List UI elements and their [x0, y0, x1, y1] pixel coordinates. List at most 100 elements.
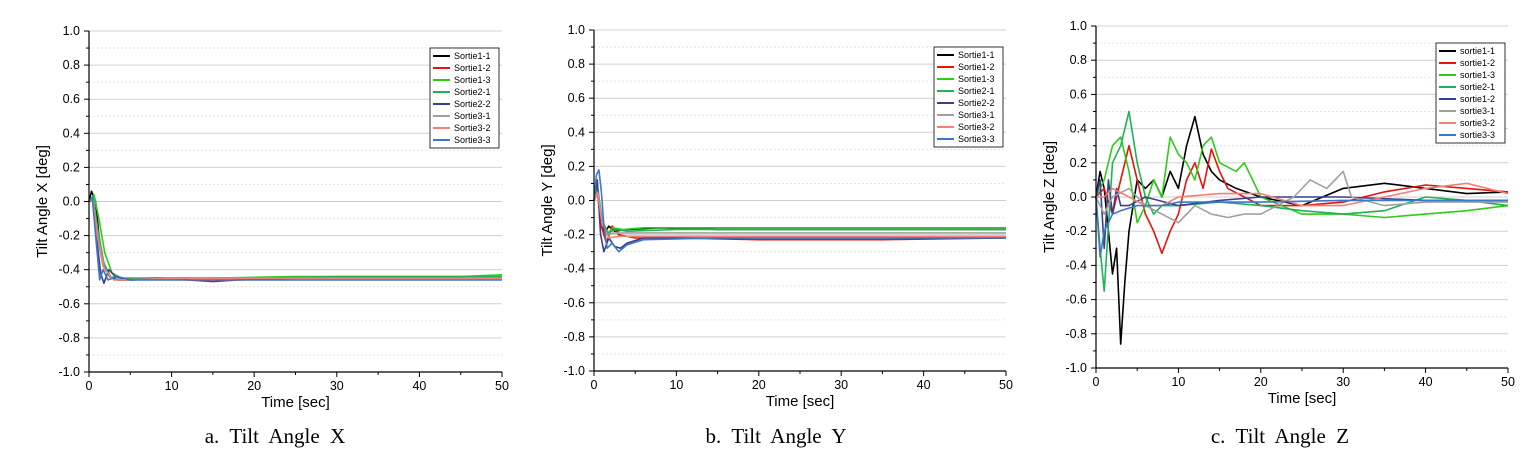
series-line-sortie1-3 [593, 186, 1006, 236]
y-tick-label: -1.0 [58, 365, 80, 379]
y-tick-label: 0.0 [568, 194, 585, 208]
y-tick-label: -1.0 [1065, 361, 1087, 375]
y-tick-label: 1.0 [63, 24, 80, 38]
series-line-sortie3-2 [1096, 182, 1509, 207]
y-tick-label: -0.6 [1065, 293, 1087, 307]
x-tick-label: 10 [165, 379, 179, 393]
y-tick-label: 0.8 [1070, 53, 1087, 67]
series-line-sortie3-3 [1095, 196, 1508, 258]
tilt-angle-y-chart: 0 10 20 30 40 50 1.0 0.8 0.6 0.4 0.2 0.0 -0.2 -0.4 -0.… [539, 23, 1013, 410]
legend-box [933, 46, 1004, 148]
x-tick-label: 50 [999, 378, 1013, 392]
x-axis-title: Time [sec] [1268, 390, 1337, 407]
series-line-sortie3-1 [1095, 170, 1508, 224]
y-tick-label: -0.4 [58, 263, 80, 277]
legend-label: Sortie3-1 [958, 110, 995, 120]
series-line-sortie3-1 [88, 199, 502, 281]
series-line-sortie2-2 [88, 197, 502, 285]
x-tick-label: 0 [591, 378, 598, 392]
legend-label: Sortie3-2 [454, 123, 491, 133]
legend-box [429, 47, 500, 149]
y-tick-label: 0.2 [1070, 156, 1087, 170]
y-tick-label: 0.6 [1070, 87, 1087, 101]
y-tick-label: 0.4 [568, 125, 585, 139]
x-tick-label: 30 [1336, 375, 1350, 389]
y-tick-label: -0.4 [1065, 258, 1087, 272]
series-line-sortie3-2 [89, 200, 502, 281]
series-group [88, 190, 503, 285]
legend-label: Sortie1-3 [958, 74, 995, 84]
legend-label: Sortie2-2 [454, 99, 491, 109]
legend-label: Sortie1-2 [454, 63, 491, 73]
legend-label: Sortie2-1 [454, 87, 491, 97]
caption-tilt-angle-y: b. Tilt Angle Y [705, 424, 847, 448]
tilt-angle-x-chart: 0 10 20 30 40 50 1.0 0.8 0.6 0.4 0.2 0.0 -0.2 -0.4 -0.… [34, 24, 509, 411]
legend-label: sortie1-3 [1460, 70, 1495, 80]
legend-label: sortie3-1 [1460, 106, 1495, 116]
x-tick-label: 40 [1419, 375, 1433, 389]
series-line-sortie1-2 [88, 197, 502, 283]
y-tick-label: 0.6 [63, 92, 80, 106]
y-tick-label: 0.4 [1070, 122, 1087, 136]
y-tick-label: -0.2 [1065, 224, 1087, 238]
y-tick-label: -0.8 [563, 330, 585, 344]
x-tick-label: 10 [669, 378, 683, 392]
x-tick-label: 20 [1254, 375, 1268, 389]
y-tick-label: 0.2 [568, 159, 585, 173]
legend-label: sortie1-1 [1460, 46, 1495, 56]
y-tick-label: 0.4 [63, 126, 80, 140]
legend-label: sortie2-1 [1460, 82, 1495, 92]
y-tick-label: -0.2 [58, 229, 80, 243]
y-tick-label: 0.0 [1070, 190, 1087, 204]
legend-label: Sortie3-1 [454, 111, 491, 121]
x-tick-label: 10 [1171, 375, 1185, 389]
y-tick-label: 1.0 [568, 23, 585, 37]
x-axis-title: Time [sec] [766, 393, 835, 410]
tilt-angle-z-chart: 0 10 20 30 40 50 1.0 0.8 0.6 0.4 0.2 0.0 -0.2 -0.4 -0.… [1041, 19, 1515, 407]
series-group [1095, 110, 1509, 345]
legend-label: Sortie2-1 [958, 86, 995, 96]
legend-label: sortie3-2 [1460, 118, 1495, 128]
legend-label: Sortie2-2 [958, 98, 995, 108]
y-axis-title: Tilt Angle X [deg] [34, 145, 51, 258]
x-tick-label: 30 [330, 379, 344, 393]
legend-label: sortie3-3 [1460, 130, 1495, 140]
y-tick-label: 0.0 [63, 195, 80, 209]
x-tick-label: 50 [1501, 375, 1515, 389]
series-line-sortie3-2 [593, 192, 1006, 239]
y-tick-label: -0.6 [563, 296, 585, 310]
series-group [593, 169, 1007, 253]
series-line-sortie3-3 [593, 169, 1006, 253]
series-line-sortie1-2 [1095, 179, 1508, 250]
legend-label: Sortie3-3 [958, 134, 995, 144]
x-tick-label: 30 [834, 378, 848, 392]
series-line-sortie3-3 [88, 197, 502, 281]
legend-label: Sortie3-2 [958, 122, 995, 132]
x-tick-label: 0 [86, 379, 93, 393]
y-tick-label: 1.0 [1070, 19, 1087, 33]
series-line-sortie1-1 [593, 182, 1006, 236]
legend-label: Sortie1-2 [958, 62, 995, 72]
legend-label: sortie1-2 [1460, 58, 1495, 68]
y-axis-title: Tilt Angle Y [deg] [539, 144, 556, 256]
legend-label: Sortie1-1 [958, 50, 995, 60]
series-line-sortie1-3 [88, 193, 503, 279]
y-tick-label: 0.2 [63, 160, 80, 174]
series-line-sortie2-1 [88, 195, 502, 279]
caption-tilt-angle-z: c. Tilt Angle Z [1210, 424, 1350, 448]
legend-box [1435, 42, 1506, 144]
x-tick-label: 0 [1093, 375, 1100, 389]
x-tick-label: 40 [412, 379, 426, 393]
legend: Sortie1-1 Sortie1-2 Sortie1-3 Sortie2-1 Sort… [429, 47, 500, 149]
legend-label: Sortie1-1 [454, 51, 491, 61]
y-tick-label: -0.2 [563, 228, 585, 242]
x-tick-label: 50 [495, 379, 509, 393]
legend: Sortie1-1 Sortie1-2 Sortie1-3 Sortie2-1 Sort… [933, 46, 1004, 148]
y-tick-label: -0.8 [1065, 327, 1087, 341]
y-tick-label: -0.4 [563, 262, 585, 276]
y-axis-title: Tilt Angle Z [deg] [1041, 141, 1058, 253]
series-line-sortie1-2 [1095, 144, 1509, 255]
series-line-sortie2-1 [593, 189, 1006, 234]
legend-label: Sortie3-3 [454, 135, 491, 145]
